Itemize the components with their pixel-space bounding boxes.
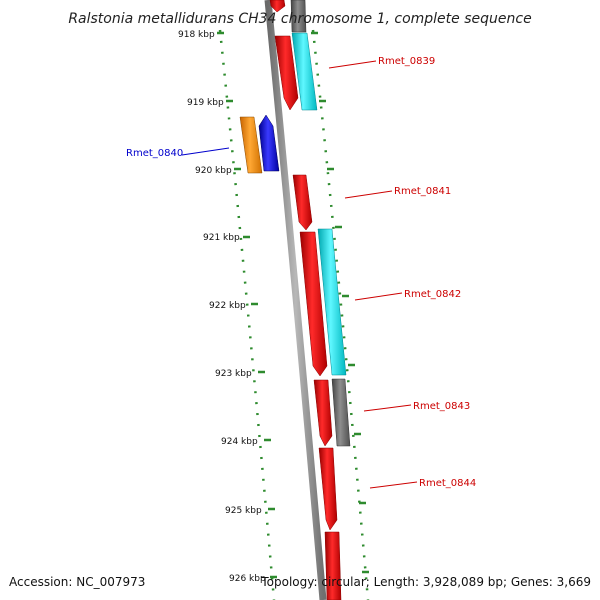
tick-label: 925 kbp bbox=[225, 506, 262, 516]
chromosome-backbone bbox=[264, 0, 327, 600]
tick-labels: 918 kbp 919 kbp 920 kbp 921 kbp 922 kbp … bbox=[178, 30, 266, 584]
gene-feature-red[interactable] bbox=[274, 35, 299, 111]
tick-label: 920 kbp bbox=[195, 166, 232, 176]
gene-feature-red[interactable] bbox=[313, 379, 333, 447]
gene-feature-red[interactable] bbox=[292, 174, 313, 231]
map-title: Ralstonia metallidurans CH34 chromosome … bbox=[68, 11, 531, 27]
gene-feature-cyan[interactable] bbox=[291, 32, 318, 111]
tick-label: 924 kbp bbox=[221, 437, 258, 447]
gene-label-rmet-0841[interactable]: Rmet_0841 bbox=[394, 186, 451, 197]
gene-feature-blue[interactable] bbox=[258, 114, 280, 172]
gene-feature-red[interactable] bbox=[318, 447, 338, 531]
gene-feature-orange[interactable] bbox=[239, 116, 263, 174]
gene-feature-cyan[interactable] bbox=[317, 228, 347, 376]
tick-label: 922 kbp bbox=[209, 301, 246, 311]
tick-label: 921 kbp bbox=[203, 233, 240, 243]
gene-feature-red[interactable] bbox=[324, 531, 342, 600]
gene-feature-gray[interactable] bbox=[290, 0, 307, 33]
gene-features[interactable] bbox=[239, 0, 351, 600]
gene-label-rmet-0844[interactable]: Rmet_0844 bbox=[419, 478, 476, 489]
tick-label: 919 kbp bbox=[187, 98, 224, 108]
gene-labels[interactable]: Rmet_0839 Rmet_0840 Rmet_0841 Rmet_0842 … bbox=[126, 56, 476, 489]
accession-text: Accession: NC_007973 bbox=[9, 575, 145, 589]
tick-label: 926 kbp bbox=[229, 574, 266, 584]
genome-summary-text: Topology: circular; Length: 3,928,089 bp… bbox=[260, 575, 591, 589]
gene-label-rmet-0840[interactable]: Rmet_0840 bbox=[126, 148, 183, 159]
gene-feature-red[interactable] bbox=[299, 231, 328, 377]
gene-label-rmet-0842[interactable]: Rmet_0842 bbox=[404, 289, 461, 300]
tick-marks bbox=[217, 31, 369, 579]
tick-label: 923 kbp bbox=[215, 369, 252, 379]
gene-feature-red[interactable] bbox=[269, 0, 286, 13]
label-leaders bbox=[181, 60, 418, 489]
tick-label: 918 kbp bbox=[178, 30, 215, 40]
gene-label-rmet-0843[interactable]: Rmet_0843 bbox=[413, 401, 470, 412]
gene-feature-gray[interactable] bbox=[331, 378, 351, 447]
gene-label-rmet-0839[interactable]: Rmet_0839 bbox=[378, 56, 435, 67]
